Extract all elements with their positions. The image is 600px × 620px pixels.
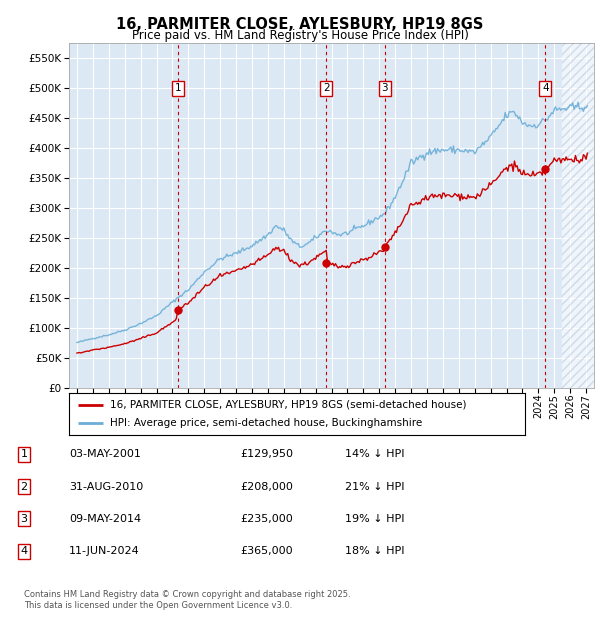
Text: 18% ↓ HPI: 18% ↓ HPI (345, 546, 404, 556)
Text: 4: 4 (542, 83, 548, 93)
Text: 03-MAY-2001: 03-MAY-2001 (69, 450, 141, 459)
Text: 16, PARMITER CLOSE, AYLESBURY, HP19 8GS (semi-detached house): 16, PARMITER CLOSE, AYLESBURY, HP19 8GS … (110, 400, 467, 410)
Text: 2: 2 (20, 482, 28, 492)
Text: 4: 4 (20, 546, 28, 556)
Text: 19% ↓ HPI: 19% ↓ HPI (345, 514, 404, 524)
Text: £129,950: £129,950 (240, 450, 293, 459)
Text: 1: 1 (20, 450, 28, 459)
Text: Contains HM Land Registry data © Crown copyright and database right 2025.: Contains HM Land Registry data © Crown c… (24, 590, 350, 600)
Text: HPI: Average price, semi-detached house, Buckinghamshire: HPI: Average price, semi-detached house,… (110, 418, 422, 428)
Text: 31-AUG-2010: 31-AUG-2010 (69, 482, 143, 492)
Text: 11-JUN-2024: 11-JUN-2024 (69, 546, 140, 556)
Text: 3: 3 (382, 83, 388, 93)
Text: 1: 1 (175, 83, 181, 93)
Text: Price paid vs. HM Land Registry's House Price Index (HPI): Price paid vs. HM Land Registry's House … (131, 29, 469, 42)
Bar (562, 43, 594, 388)
Text: £235,000: £235,000 (240, 514, 293, 524)
Text: This data is licensed under the Open Government Licence v3.0.: This data is licensed under the Open Gov… (24, 601, 292, 611)
Text: 3: 3 (20, 514, 28, 524)
Text: 2: 2 (323, 83, 329, 93)
Text: 21% ↓ HPI: 21% ↓ HPI (345, 482, 404, 492)
Text: 16, PARMITER CLOSE, AYLESBURY, HP19 8GS: 16, PARMITER CLOSE, AYLESBURY, HP19 8GS (116, 17, 484, 32)
Text: £208,000: £208,000 (240, 482, 293, 492)
Text: 14% ↓ HPI: 14% ↓ HPI (345, 450, 404, 459)
Text: £365,000: £365,000 (240, 546, 293, 556)
Text: 09-MAY-2014: 09-MAY-2014 (69, 514, 141, 524)
